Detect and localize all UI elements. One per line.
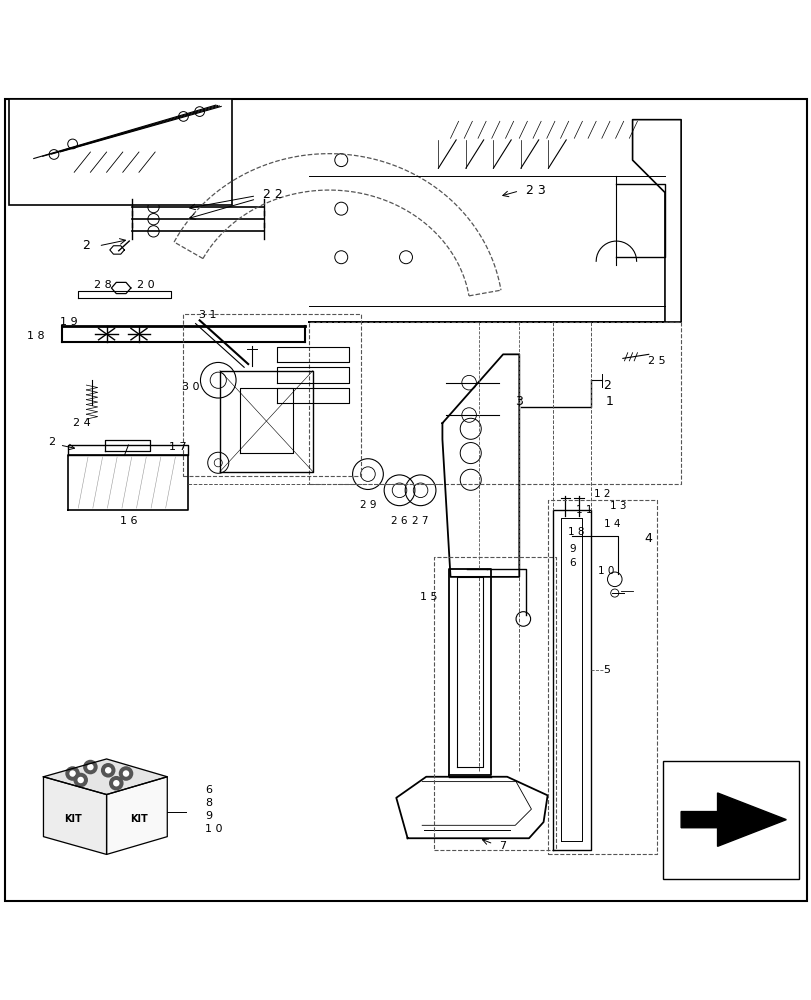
Text: 1 8: 1 8 [567, 527, 583, 537]
Circle shape [73, 773, 88, 787]
Circle shape [101, 763, 115, 778]
Text: 3 1: 3 1 [199, 310, 217, 320]
Circle shape [83, 760, 97, 774]
Polygon shape [680, 793, 785, 846]
Text: 4: 4 [644, 532, 652, 545]
Polygon shape [106, 777, 167, 854]
Text: 8: 8 [205, 798, 212, 808]
Circle shape [69, 770, 75, 777]
Text: 6: 6 [569, 558, 575, 568]
Text: 1 7: 1 7 [169, 442, 187, 452]
Text: 1 1: 1 1 [575, 505, 591, 515]
Text: 1 0: 1 0 [598, 566, 614, 576]
Text: KIT: KIT [130, 814, 148, 824]
Text: 2 9: 2 9 [359, 500, 375, 510]
Text: 1: 1 [605, 395, 613, 408]
Text: 1 5: 1 5 [419, 592, 437, 602]
Circle shape [77, 777, 84, 783]
Text: 9: 9 [205, 811, 212, 821]
Circle shape [118, 766, 133, 781]
Circle shape [65, 766, 79, 781]
Circle shape [113, 780, 119, 786]
Text: 1 9: 1 9 [60, 317, 77, 327]
Circle shape [87, 764, 93, 770]
Text: 6: 6 [205, 785, 212, 795]
Text: 2 8: 2 8 [93, 280, 111, 290]
Text: 5: 5 [603, 665, 609, 675]
Text: 1 3: 1 3 [609, 501, 625, 511]
Text: 1 4: 1 4 [603, 519, 620, 529]
Text: 1 2: 1 2 [593, 489, 609, 499]
Text: 1 0: 1 0 [205, 824, 222, 834]
Text: 7: 7 [499, 841, 506, 851]
Text: 2: 2 [48, 437, 55, 447]
Text: 2 2: 2 2 [262, 188, 282, 201]
Text: 2: 2 [83, 239, 90, 252]
Circle shape [109, 776, 123, 791]
Text: 1 8: 1 8 [27, 331, 44, 341]
Text: 2 4: 2 4 [73, 418, 91, 428]
Text: 2 3: 2 3 [525, 184, 545, 197]
Bar [663, 761, 798, 879]
Circle shape [105, 767, 111, 774]
Text: 2 0: 2 0 [136, 280, 154, 290]
Text: 1 6: 1 6 [120, 516, 138, 526]
Text: KIT: KIT [63, 814, 81, 824]
Text: 2: 2 [602, 379, 610, 392]
Text: 2 6: 2 6 [391, 516, 407, 526]
Polygon shape [44, 777, 106, 854]
Text: 3 0: 3 0 [182, 382, 200, 392]
Text: 9: 9 [569, 544, 575, 554]
Bar [10, 99, 232, 205]
Text: 3: 3 [515, 395, 522, 408]
Polygon shape [44, 759, 167, 795]
Text: 2 7: 2 7 [412, 516, 428, 526]
Text: 2 5: 2 5 [647, 356, 665, 366]
Circle shape [122, 770, 129, 777]
